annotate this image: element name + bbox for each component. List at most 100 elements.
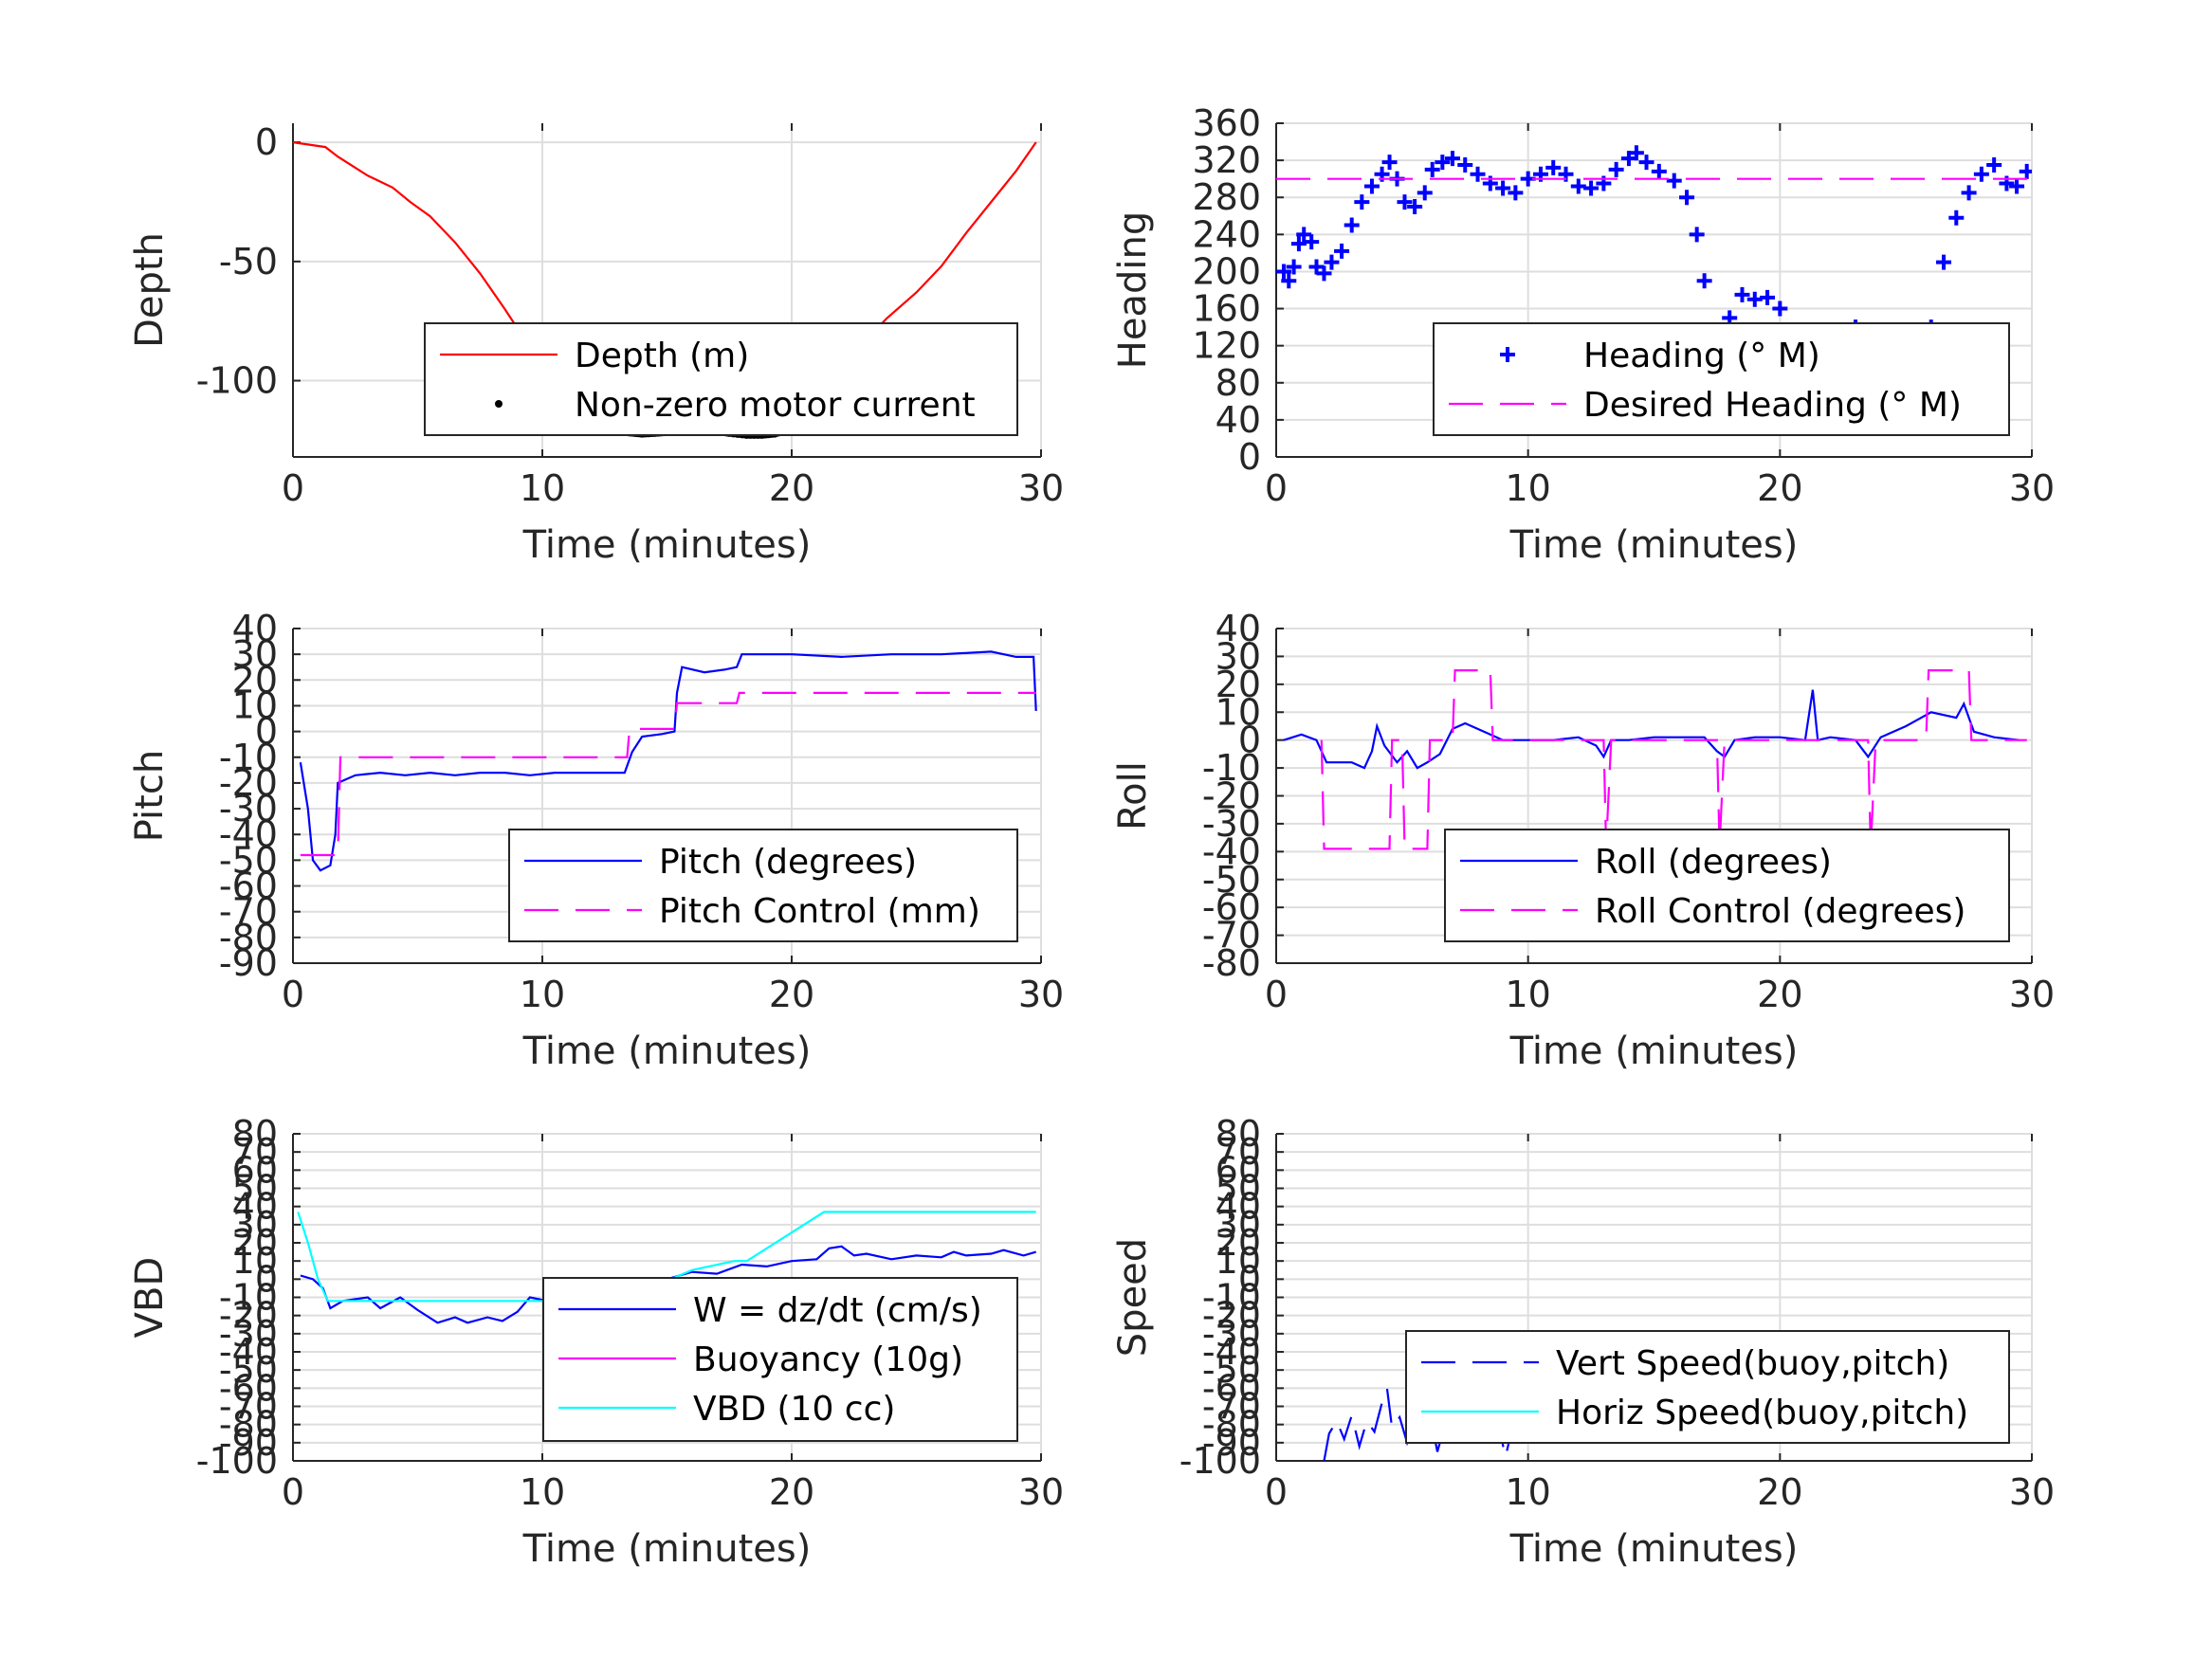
depth-x-axis-label: Time (minutes) <box>522 523 812 567</box>
vbd-legend-label: Buoyancy (10g) <box>693 1340 963 1379</box>
heading-y-tick-label: 280 <box>1192 176 1261 218</box>
heading-heading-marker <box>1628 145 1644 161</box>
speed-y-tick-label: 70 <box>1216 1131 1261 1173</box>
heading-legend-swatch <box>1500 347 1515 362</box>
pitch-legend-box <box>508 829 1018 942</box>
heading-heading-marker <box>1696 273 1712 289</box>
vbd-y-tick-label: 30 <box>232 1204 278 1246</box>
pitch-series-group <box>299 650 1037 872</box>
heading-legend: Heading (° M) Desired Heading (° M) <box>1433 322 2010 436</box>
roll-y-tick-label: 40 <box>1216 608 1261 649</box>
heading-heading-marker <box>1435 155 1451 171</box>
vbd-x-tick-label: 30 <box>1018 1471 1064 1513</box>
heading-heading-marker <box>1334 243 1350 259</box>
heading-heading-marker <box>1407 199 1423 214</box>
pitch-y-tick-label: -90 <box>219 942 278 984</box>
depth-y-tick-label: -50 <box>219 241 278 283</box>
heading-heading-marker <box>1354 194 1370 210</box>
heading-heading-marker <box>1381 155 1398 171</box>
heading-heading-marker <box>1276 264 1291 280</box>
heading-heading-marker <box>1286 259 1302 275</box>
roll-y-tick-label: -50 <box>1202 859 1261 901</box>
vbd-y-tick-label: -20 <box>219 1295 278 1337</box>
speed-legend-label: Vert Speed(buoy,pitch) <box>1556 1344 1949 1383</box>
heading-heading-marker <box>1651 163 1667 179</box>
pitch-x-tick-label: 10 <box>520 974 565 1015</box>
heading-heading-marker <box>1961 185 1977 201</box>
vbd-y-tick-label: -40 <box>219 1331 278 1373</box>
vbd-y-tick-label: -90 <box>219 1422 278 1464</box>
depth-x-tick-label: 0 <box>282 467 304 509</box>
pitch-x-tick-label: 20 <box>769 974 814 1015</box>
vbd-y-tick-label: 40 <box>232 1186 278 1228</box>
heading-heading-marker <box>1936 254 1952 270</box>
heading-heading-marker <box>1281 273 1297 289</box>
pitch-x-tick-label: 30 <box>1018 974 1064 1015</box>
speed-y-tick-label: -20 <box>1202 1295 1261 1337</box>
heading-legend-label: Heading (° M) <box>1583 337 1820 375</box>
heading-heading-marker <box>1760 289 1776 305</box>
vbd-legend-label: W = dz/dt (cm/s) <box>693 1291 982 1330</box>
heading-heading-marker <box>1424 161 1440 177</box>
depth-x-tick-label: 20 <box>769 467 814 509</box>
pitch-legend-label: Pitch Control (mm) <box>659 892 980 931</box>
vbd-legend-label: VBD (10 cc) <box>693 1390 895 1429</box>
roll-x-tick-label: 30 <box>2009 974 2055 1015</box>
depth-y-axis-label: Depth <box>128 232 172 348</box>
speed-y-tick-label: 0 <box>1238 1258 1261 1300</box>
speed-y-tick-label: -100 <box>1179 1440 1261 1482</box>
pitch-series-0-line <box>299 650 1037 872</box>
roll-y-tick-label: -70 <box>1202 915 1261 957</box>
heading-heading-marker <box>1470 166 1486 182</box>
heading-x-tick-label: 20 <box>1757 467 1802 509</box>
vbd-x-tick-label: 0 <box>282 1471 304 1513</box>
speed-y-tick-label: 10 <box>1216 1240 1261 1282</box>
heading-y-tick-label: 160 <box>1192 288 1261 330</box>
heading-y-tick-label: 80 <box>1216 362 1261 404</box>
heading-heading-marker <box>1304 234 1320 250</box>
vbd-y-tick-label: -70 <box>219 1386 278 1428</box>
heading-heading-marker <box>1986 157 2002 173</box>
speed-x-tick-label: 30 <box>2009 1471 2055 1513</box>
speed-x-axis-label: Time (minutes) <box>1509 1527 1799 1571</box>
depth-panel: 0 10 20 30 0 -50 -100 Time (minutes) Depth Depth … <box>128 121 1064 567</box>
roll-y-tick-label: -60 <box>1202 886 1261 928</box>
depth-y-tick-label: 0 <box>255 121 278 163</box>
roll-y-tick-label: 30 <box>1216 635 1261 677</box>
vbd-y-tick-label: 80 <box>232 1113 278 1155</box>
pitch-x-axis-label: Time (minutes) <box>522 1030 812 1073</box>
heading-y-tick-label: 40 <box>1216 399 1261 441</box>
heading-heading-marker <box>1545 159 1562 175</box>
heading-legend-box <box>1433 322 2010 436</box>
speed-y-axis-label: Speed <box>1111 1238 1155 1357</box>
vbd-y-tick-label: -10 <box>219 1277 278 1319</box>
roll-y-tick-label: -10 <box>1202 747 1261 789</box>
pitch-y-tick-label: -40 <box>219 813 278 855</box>
speed-x-tick-label: 20 <box>1757 1471 1802 1513</box>
roll-series-1-line <box>1320 669 2027 850</box>
heading-heading-marker <box>1508 185 1524 201</box>
heading-y-tick-label: 320 <box>1192 139 1261 181</box>
heading-heading-marker <box>1344 217 1360 233</box>
heading-heading-marker <box>1772 301 1788 317</box>
roll-legend-label: Roll (degrees) <box>1595 843 1832 882</box>
roll-y-axis-label: Roll <box>1111 761 1155 830</box>
heading-x-axis-label: Time (minutes) <box>1509 523 1799 567</box>
heading-heading-marker <box>1495 180 1511 196</box>
depth-y-tick-label: -100 <box>196 360 278 402</box>
roll-legend-label: Roll Control (degrees) <box>1595 892 1965 931</box>
roll-x-tick-label: 0 <box>1265 974 1288 1015</box>
speed-legend-box <box>1405 1330 2010 1444</box>
pitch-y-tick-label: -20 <box>219 762 278 804</box>
roll-x-tick-label: 20 <box>1757 974 1802 1015</box>
depth-x-tick-label: 10 <box>520 467 565 509</box>
pitch-y-axis-label: Pitch <box>128 750 172 842</box>
speed-y-tick-label: -80 <box>1202 1404 1261 1446</box>
vbd-y-tick-label: 20 <box>232 1222 278 1264</box>
roll-y-tick-label: -30 <box>1202 803 1261 845</box>
speed-y-tick-label: 80 <box>1216 1113 1261 1155</box>
roll-panel: 0 10 20 30-80-70-60-50-40-30-20-10010203040… <box>1111 608 2055 1073</box>
speed-y-tick-label: 20 <box>1216 1222 1261 1264</box>
speed-y-tick-label: 50 <box>1216 1168 1261 1210</box>
